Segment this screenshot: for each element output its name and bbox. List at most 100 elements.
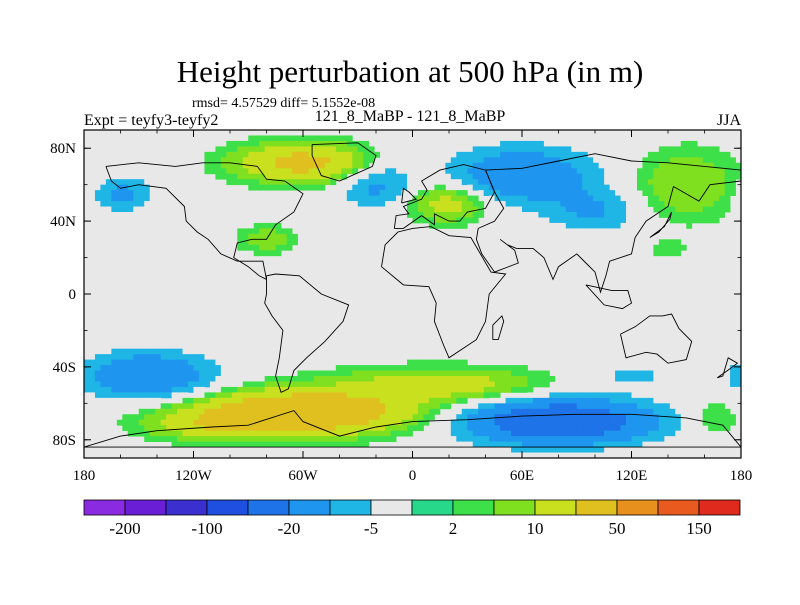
field-cell: [209, 370, 216, 377]
field-cell: [286, 233, 293, 240]
field-cell: [319, 151, 326, 158]
field-cell: [363, 403, 370, 410]
field-cell: [127, 381, 134, 388]
field-cell: [664, 392, 671, 399]
field-cell: [675, 244, 682, 251]
field-cell: [368, 376, 375, 382]
field-cell: [177, 239, 183, 246]
field-cell: [587, 179, 594, 186]
field-cell: [461, 217, 468, 224]
field-cell: [642, 179, 649, 186]
field-cell: [647, 151, 654, 158]
field-cell: [423, 359, 430, 366]
field-cell: [171, 436, 178, 442]
field-cell: [527, 179, 534, 186]
field-cell: [341, 430, 348, 437]
field-cell: [636, 386, 643, 393]
field-cell: [582, 233, 589, 240]
field-cell: [615, 233, 621, 240]
field-cell: [489, 365, 496, 371]
field-cell: [253, 135, 260, 142]
field-cell: [133, 354, 140, 360]
field-cell: [357, 376, 364, 382]
field-cell: [609, 195, 616, 202]
field-cell: [313, 430, 320, 437]
field-cell: [664, 381, 671, 388]
field-cell: [297, 370, 304, 377]
field-cell: [407, 184, 413, 191]
field-cell: [604, 179, 611, 186]
field-cell: [237, 146, 244, 153]
field-cell: [220, 168, 227, 175]
field-cell: [543, 414, 550, 421]
field-cell: [133, 376, 140, 382]
field-cell: [417, 408, 424, 415]
field-cell: [275, 173, 282, 180]
field-cell: [620, 206, 627, 213]
field-cell: [582, 162, 589, 169]
field-cell: [658, 162, 665, 169]
field-cell: [138, 354, 145, 360]
field-cell: [215, 436, 222, 442]
field-cell: [357, 403, 364, 410]
coastline-japan: [649, 211, 673, 238]
field-cell: [631, 441, 638, 448]
field-cell: [522, 419, 528, 426]
field-cell: [407, 397, 413, 404]
field-cell: [560, 414, 567, 421]
field-cell: [308, 135, 315, 142]
field-cell: [138, 206, 145, 213]
field-cell: [450, 386, 457, 393]
field-cell: [127, 179, 134, 186]
field-cell: [461, 157, 468, 164]
field-cell: [516, 430, 523, 437]
field-cell: [253, 173, 260, 180]
field-cell: [571, 168, 578, 175]
field-cell: [653, 370, 660, 377]
field-cell: [511, 190, 517, 196]
field-cell: [281, 403, 287, 410]
field-cell: [379, 370, 386, 377]
field-cell: [286, 419, 293, 426]
field-cell: [84, 370, 90, 377]
field-cell: [631, 425, 638, 432]
field-cell: [303, 370, 309, 377]
field-cell: [308, 392, 315, 399]
field-cell: [160, 354, 167, 360]
field-cell: [642, 441, 649, 448]
field-cell: [374, 201, 381, 207]
field-cell: [445, 359, 452, 366]
field-cell: [368, 436, 375, 442]
field-cell: [133, 386, 140, 393]
field-cell: [160, 343, 167, 350]
field-cell: [111, 195, 118, 202]
field-cell: [133, 184, 140, 191]
field-cell: [144, 414, 151, 421]
field-cell: [691, 206, 698, 213]
field-cell: [188, 408, 194, 415]
field-cell: [122, 397, 129, 404]
field-cell: [341, 403, 348, 410]
field-cell: [390, 195, 397, 202]
field-cell: [582, 430, 589, 437]
field-cell: [708, 370, 715, 377]
field-cell: [587, 140, 594, 147]
field-cell: [658, 376, 665, 382]
field-cell: [522, 212, 528, 218]
field-cell: [450, 168, 457, 175]
field-cell: [489, 408, 496, 415]
field-cell: [598, 190, 605, 196]
field-cell: [500, 419, 506, 426]
field-cell: [636, 397, 643, 404]
field-cell: [516, 140, 523, 147]
field-cell: [319, 414, 326, 421]
field-cell: [522, 447, 528, 453]
field-cell: [527, 408, 534, 415]
field-cell: [155, 233, 162, 240]
field-cell: [730, 190, 736, 196]
field-cell: [160, 365, 167, 371]
field-cell: [396, 408, 402, 415]
field-cell: [368, 206, 375, 213]
field-cell: [116, 195, 123, 202]
field-cell: [461, 419, 468, 426]
